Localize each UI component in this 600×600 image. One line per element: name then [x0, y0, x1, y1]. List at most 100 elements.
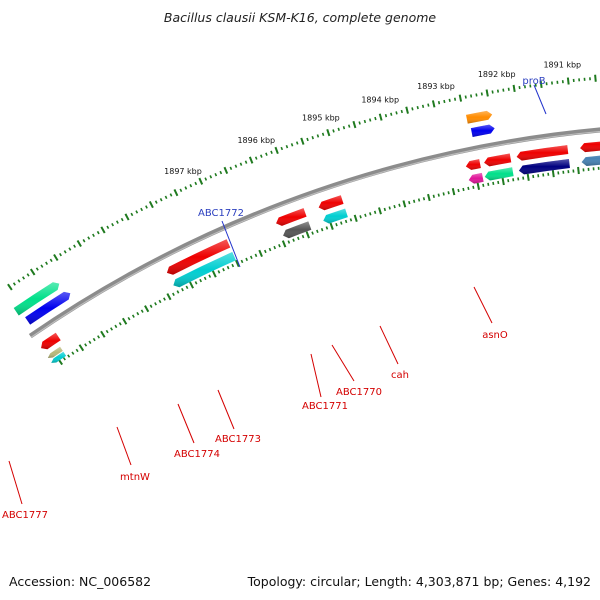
minor-tick — [416, 105, 419, 110]
minor-tick — [388, 206, 391, 210]
gene-cah-shade — [516, 145, 569, 161]
minor-tick — [158, 299, 162, 304]
label-ABC1772: ABC1772 — [198, 208, 244, 268]
gene-ABC1777-cog-a[interactable] — [47, 346, 63, 358]
minor-tick — [316, 134, 320, 138]
minor-tick — [292, 238, 295, 242]
minor-tick — [448, 98, 451, 102]
label-ABC1770: ABC1770 — [331, 344, 382, 398]
minor-tick — [384, 114, 388, 118]
gene-ABC1772[interactable] — [465, 110, 493, 124]
gene-label-mtnW[interactable]: mtnW — [120, 472, 150, 483]
scale-tick-label: 1895 kbp — [302, 113, 340, 122]
gene-cah[interactable] — [516, 145, 569, 161]
gene-asnO[interactable] — [580, 137, 600, 153]
minor-tick — [12, 282, 16, 286]
minor-tick — [364, 213, 367, 217]
gene-asnO-cog-shade — [581, 155, 600, 167]
minor-tick — [369, 212, 372, 216]
gene-mtnW-cog[interactable] — [173, 252, 236, 288]
minor-tick — [254, 156, 258, 160]
minor-tick — [17, 279, 21, 283]
accession-text: Accession: NC_006582 — [9, 574, 151, 589]
major-tick — [76, 239, 82, 248]
minor-tick — [290, 143, 294, 147]
minor-tick — [512, 178, 515, 182]
gene-ABC1773-cog[interactable] — [323, 208, 348, 224]
gene-ABC1772-shade — [465, 110, 493, 124]
gene-cah-cog[interactable] — [518, 159, 570, 175]
gene-ABC1777[interactable] — [41, 332, 61, 350]
minor-tick — [199, 278, 202, 283]
gene-ABC1774[interactable] — [276, 208, 307, 226]
minor-tick — [457, 188, 460, 193]
gene-ABC1774-cog[interactable] — [283, 221, 312, 239]
major-tick — [198, 177, 204, 185]
major-tick — [53, 253, 59, 262]
minor-tick — [480, 92, 483, 96]
minor-tick — [154, 302, 157, 306]
minor-tick — [411, 107, 414, 111]
gene-ABC1770-cog-shade — [484, 167, 514, 181]
minor-tick — [118, 322, 122, 326]
minor-tick — [106, 225, 110, 230]
gene-ABC1771-cog[interactable] — [468, 172, 484, 184]
gene-ABC1777-cog-b[interactable] — [51, 351, 67, 363]
minor-tick — [390, 112, 393, 116]
gene-label-asnO[interactable]: asnO — [482, 330, 508, 341]
minor-tick — [437, 193, 440, 197]
minor-tick — [325, 226, 329, 230]
gene-forward-left-cog[interactable] — [25, 291, 71, 325]
gene-ABC1777-shade — [41, 332, 61, 350]
minor-tick — [172, 292, 175, 296]
minor-tick — [280, 146, 284, 151]
leader-line-ABC1771 — [310, 353, 322, 398]
gene-label-ABC1771[interactable]: ABC1771 — [302, 401, 348, 412]
label-asnO: asnO — [473, 286, 508, 341]
minor-tick — [88, 340, 92, 344]
minor-tick — [222, 268, 225, 272]
gene-label-ABC1777[interactable]: ABC1777 — [2, 510, 48, 521]
minor-tick — [59, 252, 62, 257]
minor-tick — [73, 244, 77, 248]
gene-ABC1772-cog[interactable] — [470, 124, 495, 137]
gene-forward-left[interactable] — [13, 282, 60, 316]
minor-tick — [340, 221, 343, 225]
gene-asnO-cog[interactable] — [581, 151, 600, 167]
gene-label-ABC1770[interactable]: ABC1770 — [336, 387, 382, 398]
major-tick — [566, 77, 570, 85]
minor-tick — [393, 204, 396, 209]
gene-ABC1770-cog[interactable] — [484, 167, 514, 181]
gene-ABC1773[interactable] — [318, 195, 344, 211]
minor-tick — [97, 335, 101, 339]
minor-tick — [226, 265, 230, 270]
gene-label-cah[interactable]: cah — [391, 370, 409, 381]
genome-backbone — [28, 127, 600, 339]
minor-tick — [35, 267, 39, 271]
minor-tick — [408, 200, 411, 205]
minor-tick — [244, 160, 248, 164]
gene-mtnW[interactable] — [166, 239, 231, 275]
gene-ABC1771[interactable] — [465, 159, 481, 170]
minor-tick — [92, 233, 95, 238]
gene-label-ABC1774[interactable]: ABC1774 — [174, 449, 220, 460]
major-tick — [427, 193, 431, 202]
minor-tick — [464, 95, 467, 99]
gene-label-proB[interactable]: proB — [522, 76, 545, 87]
minor-tick — [115, 220, 119, 224]
gene-cah-cog-shade — [518, 159, 570, 175]
minor-tick — [159, 198, 163, 202]
major-tick — [378, 207, 382, 215]
minor-tick — [245, 257, 248, 262]
minor-tick — [374, 116, 377, 121]
minor-tick — [306, 137, 309, 142]
label-layer: proB ABC1772 asnO cah ABC1770 ABC1771 ABC1773 A… — [2, 76, 547, 521]
gene-ABC1770[interactable] — [484, 153, 512, 167]
gene-label-ABC1772[interactable]: ABC1772 — [198, 208, 244, 219]
major-tick — [100, 330, 106, 338]
minor-tick — [264, 249, 267, 254]
minor-tick — [417, 198, 421, 202]
gene-label-ABC1773[interactable]: ABC1773 — [215, 434, 261, 445]
